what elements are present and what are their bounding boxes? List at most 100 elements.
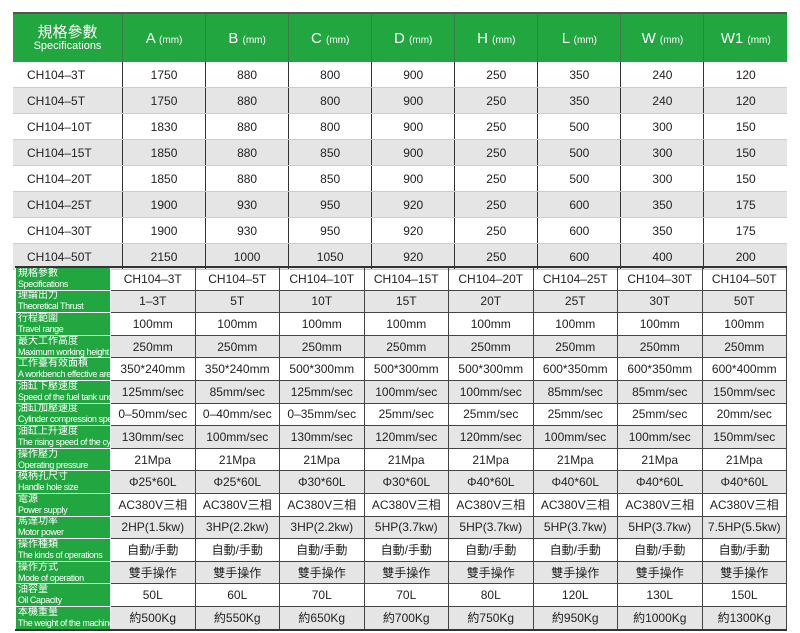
- table-cell: 850: [288, 165, 372, 192]
- spec-value: 100mm/sec: [532, 425, 618, 449]
- spec-value: AC380V三相: [617, 492, 703, 517]
- spec-value: 120L: [532, 583, 618, 607]
- spec-value: 250mm: [279, 334, 365, 359]
- table-cell: 240: [620, 62, 704, 88]
- spec-value: 21Mpa: [532, 447, 618, 472]
- spec-value: 0–40mm/sec: [194, 402, 280, 427]
- spec-row: 行程範圍 Travel range 100mm 100mm 100mm 100mm 100m…: [15, 312, 787, 336]
- table-cell: 1000: [205, 243, 289, 270]
- spec-row: 馬達功率 Motor power 2HP(1.5kw) 3HP(2.2kw) 3HP(2…: [15, 515, 787, 540]
- column-letter: W: [641, 29, 656, 47]
- spec-value: 100mm: [110, 312, 196, 336]
- column-letter: C: [310, 29, 322, 47]
- model-cell: CH104–20T: [13, 165, 123, 192]
- spec-label-cn: 行程範圍: [18, 312, 58, 324]
- table-cell: 800: [288, 87, 372, 114]
- spec-value: 100mm: [617, 312, 703, 336]
- table-cell: 950: [288, 191, 372, 218]
- table-cell: 880: [205, 165, 289, 192]
- spec-value: 25mm/sec: [363, 402, 449, 427]
- spec-value: Φ40*60L: [532, 470, 618, 494]
- spec-label-en: The rising speed of the cylinder: [18, 436, 111, 447]
- spec-value: 5T: [194, 289, 280, 314]
- spec-value: 0–50mm/sec: [110, 402, 196, 427]
- column-letter: A: [145, 29, 155, 47]
- spec-value: 600*400mm: [701, 357, 787, 381]
- column-header-l: L (mm): [537, 13, 621, 62]
- spec-label-cn: 本機重量: [18, 606, 58, 618]
- column-unit: (mm): [159, 34, 183, 46]
- spec-value: CH104–3T: [110, 266, 196, 291]
- spec-value: CH104–10T: [279, 266, 365, 291]
- spec-value: 25T: [532, 289, 618, 314]
- spec-label: 最大工作高度 Maximum working height: [15, 334, 111, 359]
- table-cell: 880: [205, 139, 289, 166]
- column-letter: L: [561, 29, 570, 47]
- table-cell: 500: [537, 165, 621, 192]
- spec-value: 2HP(1.5kw): [110, 515, 196, 540]
- spec-value: 約700Kg: [363, 605, 449, 631]
- spec-value: 500*300mm: [448, 357, 534, 381]
- spec-label-en: Oil Capacity: [18, 595, 62, 606]
- spec-row: 電源 Power supply AC380V三相 AC380V三相 AC380V三相 AC…: [15, 492, 787, 517]
- spec-value: 85mm/sec: [617, 379, 703, 404]
- table-cell: 850: [288, 139, 372, 166]
- spec-value: 5HP(3.7kw): [448, 515, 534, 540]
- spec-value: 3HP(2.2kw): [194, 515, 280, 540]
- table-cell: 900: [371, 62, 455, 88]
- table-cell: 800: [288, 62, 372, 88]
- spec-value: 130L: [617, 583, 703, 607]
- table-cell: 240: [620, 87, 704, 114]
- table-cell: 1830: [121, 113, 206, 140]
- table-cell: 1900: [121, 191, 206, 218]
- model-cell: CH104–30T: [13, 217, 123, 244]
- spec-value: CH104–20T: [448, 266, 534, 291]
- spec-label: 操作壓力 Operating pressure: [15, 447, 111, 472]
- spec-value: 50L: [110, 583, 196, 607]
- spec-value: 70L: [279, 583, 365, 607]
- spec-row: 理論出力 Theoretical Thrust 1–3T 5T 10T 15T 20T 25T…: [15, 289, 787, 314]
- table-cell: 175: [703, 217, 787, 244]
- spec-value: 自動/手動: [617, 538, 703, 562]
- spec-value: AC380V三相: [448, 492, 534, 517]
- column-header-w: W (mm): [620, 13, 704, 62]
- spec-value: 約550Kg: [194, 605, 280, 631]
- spec-value: AC380V三相: [363, 492, 449, 517]
- spec-value: 雙手操作: [532, 560, 618, 585]
- spec-value: CH104–25T: [532, 266, 618, 291]
- spec-value: Φ25*60L: [194, 470, 280, 494]
- table-cell: 120: [703, 87, 787, 114]
- spec-label-cn: 最大工作高度: [18, 335, 78, 347]
- spec-value: 20mm/sec: [701, 402, 787, 427]
- spec-value: 約500Kg: [110, 605, 196, 631]
- spec-value: 5HP(3.7kw): [617, 515, 703, 540]
- table-cell: 200: [703, 243, 787, 270]
- column-letter: W1: [720, 29, 744, 47]
- spec-value: 85mm/sec: [194, 379, 280, 404]
- table-cell: 300: [620, 113, 704, 140]
- spec-value: Φ40*60L: [448, 470, 534, 494]
- spec-value: 100mm: [532, 312, 618, 336]
- spec-value: 10T: [279, 289, 365, 314]
- column-unit: (mm): [409, 34, 433, 46]
- spec-value: 600*350mm: [532, 357, 618, 381]
- spec-value: 100mm: [363, 312, 449, 336]
- specifications-table: 規格參數 Specifications CH104–3T CH104–5T CH104–…: [15, 266, 787, 631]
- table-cell: 800: [288, 113, 372, 140]
- spec-value: 雙手操作: [279, 560, 365, 585]
- spec-label-en: Handle hole size: [18, 482, 79, 493]
- spec-value: CH104–5T: [194, 266, 280, 291]
- table-row: CH104–20T 1850 880 850 900 250 500 300 150: [13, 165, 787, 192]
- table-cell: 930: [205, 217, 289, 244]
- spec-value: 150mm/sec: [701, 425, 787, 449]
- spec-value: 500*300mm: [279, 357, 365, 381]
- spec-label-en: Travel range: [18, 323, 64, 334]
- spec-value: 125mm/sec: [279, 379, 365, 404]
- model-cell: CH104–15T: [13, 139, 123, 166]
- spec-value: 3HP(2.2kw): [279, 515, 365, 540]
- table-cell: 250: [454, 62, 538, 88]
- spec-value: 250mm: [110, 334, 196, 359]
- column-unit: (mm): [242, 34, 266, 46]
